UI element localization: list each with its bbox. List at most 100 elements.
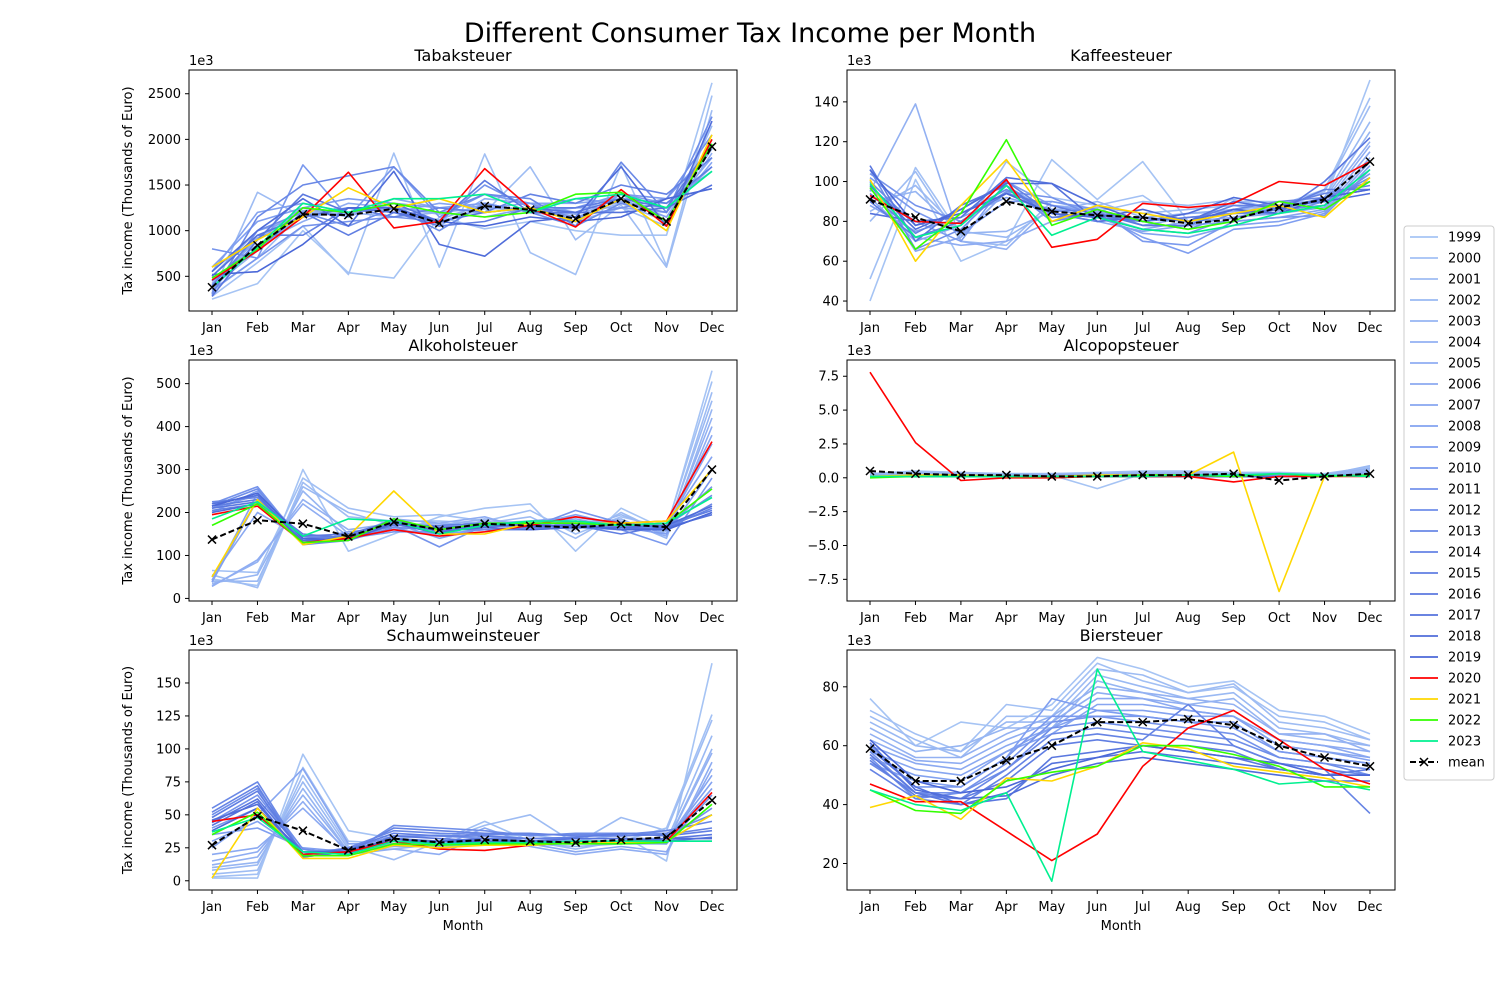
axes-frame bbox=[846, 359, 1396, 602]
legend-label: 2001 bbox=[1448, 273, 1481, 288]
mean-marker bbox=[298, 209, 308, 219]
legend-label: 2016 bbox=[1448, 588, 1481, 603]
y-tick-label: 150 bbox=[156, 676, 181, 691]
mean-marker bbox=[910, 469, 920, 479]
series-line-2010 bbox=[869, 169, 1371, 247]
series-line-1999 bbox=[869, 656, 1371, 747]
x-tick-label: Feb bbox=[904, 321, 927, 336]
series-line-2001 bbox=[869, 668, 1371, 759]
legend-box bbox=[1403, 225, 1495, 781]
y-tick-label: 100 bbox=[814, 175, 839, 190]
series-line-2006 bbox=[869, 697, 1371, 771]
mean-marker bbox=[1229, 214, 1239, 224]
legend-label: 2009 bbox=[1448, 441, 1481, 456]
series-lines bbox=[865, 79, 1375, 302]
mean-marker bbox=[1229, 469, 1239, 479]
panel-title: Alcopopsteuer bbox=[1063, 336, 1179, 355]
panel-schaumweinsteuer: Jan Feb Mar Apr May Jun Jul Aug Sep Oct Nov Dec 0 25 5… bbox=[121, 626, 738, 934]
x-tick-label: Jan bbox=[859, 611, 880, 626]
series-line-mean bbox=[211, 799, 713, 852]
y-tick-label: 1500 bbox=[148, 179, 181, 194]
panel-alkoholsteuer: Jan Feb Mar Apr May Jun Jul Aug Sep Oct Nov Dec 0 100… bbox=[121, 336, 738, 626]
y-axis-label: Tax income (Thousands of Euro) bbox=[121, 666, 136, 875]
x-tick-label: Aug bbox=[1175, 611, 1200, 626]
x-tick-label: Sep bbox=[563, 900, 588, 915]
y-tick-label: 80 bbox=[822, 215, 839, 230]
mean-marker bbox=[1183, 714, 1193, 724]
mean-marker bbox=[525, 521, 535, 531]
axis-multiplier: 1e3 bbox=[847, 54, 872, 69]
x-tick-label: May bbox=[380, 900, 407, 915]
x-tick-label: Nov bbox=[1312, 611, 1338, 626]
panel-title: Alkoholsteuer bbox=[408, 336, 518, 355]
legend-label: 1999 bbox=[1448, 231, 1481, 246]
axes-frame bbox=[188, 649, 738, 891]
mean-marker bbox=[252, 515, 262, 525]
panel-tabaksteuer: Jan Feb Mar Apr May Jun Jul Aug Sep Oct Nov Dec 500 1… bbox=[121, 46, 738, 336]
x-tick-label: Sep bbox=[1221, 900, 1246, 915]
mean-marker bbox=[865, 466, 875, 476]
mean-marker bbox=[252, 240, 262, 250]
series-line-2020 bbox=[869, 160, 1371, 249]
x-tick-label: Feb bbox=[904, 900, 927, 915]
y-tick-label: 40 bbox=[822, 798, 839, 813]
legend-item-2000: 2000 bbox=[1410, 252, 1481, 267]
x-tick-label: Oct bbox=[610, 321, 632, 336]
series-line-2004 bbox=[869, 685, 1371, 759]
mean-marker bbox=[1274, 741, 1284, 751]
mean-marker bbox=[480, 519, 490, 529]
mean-marker bbox=[434, 837, 444, 848]
mean-marker bbox=[865, 744, 875, 754]
mean-marker bbox=[1001, 755, 1011, 765]
mean-marker bbox=[1365, 157, 1375, 167]
y-tick-label: 400 bbox=[156, 420, 181, 435]
mean-marker bbox=[662, 522, 672, 532]
y-tick-label: 20 bbox=[822, 857, 839, 872]
series-line-2012 bbox=[869, 721, 1371, 800]
mean-marker bbox=[662, 217, 672, 227]
x-tick-label: Jun bbox=[1086, 321, 1107, 336]
y-tick-label: 100 bbox=[156, 549, 181, 564]
mean-marker bbox=[1001, 470, 1011, 480]
panel-title: Biersteuer bbox=[1080, 626, 1163, 645]
x-tick-label: Aug bbox=[1175, 321, 1200, 336]
legend-label: 2021 bbox=[1448, 693, 1481, 708]
mean-marker bbox=[207, 282, 217, 292]
series-line-2018 bbox=[211, 120, 713, 273]
y-tick-label: 500 bbox=[156, 270, 181, 285]
x-tick-label: Dec bbox=[699, 611, 724, 626]
x-tick-label: Nov bbox=[654, 321, 680, 336]
legend-label: 2002 bbox=[1448, 294, 1481, 309]
x-tick-label: Mar bbox=[949, 321, 974, 336]
y-tick-label: 0.0 bbox=[818, 471, 839, 486]
mean-marker bbox=[1365, 469, 1375, 479]
x-tick-label: May bbox=[1038, 321, 1065, 336]
panel-kaffeesteuer: Jan Feb Mar Apr May Jun Jul Aug Sep Oct Nov Dec 40 60… bbox=[814, 46, 1396, 336]
y-tick-label: 7.5 bbox=[818, 370, 839, 385]
x-tick-label: Nov bbox=[1312, 900, 1338, 915]
y-tick-label: 80 bbox=[822, 680, 839, 695]
series-line-mean bbox=[211, 468, 713, 541]
x-tick-label: May bbox=[380, 321, 407, 336]
mean-marker bbox=[1183, 470, 1193, 480]
series-line-1999 bbox=[211, 82, 713, 300]
series-lines bbox=[865, 656, 1375, 883]
x-axis-label: Month bbox=[1101, 919, 1142, 934]
mean-marker bbox=[571, 214, 581, 224]
series-line-2022 bbox=[869, 744, 1370, 815]
series-line-2019 bbox=[869, 739, 1370, 794]
y-tick-label: 75 bbox=[164, 775, 181, 790]
legend-label: 2020 bbox=[1448, 672, 1481, 687]
y-tick-label: 0 bbox=[173, 874, 181, 889]
legend-item-2019: 2019 bbox=[1410, 651, 1481, 666]
x-tick-label: Apr bbox=[995, 900, 1018, 915]
x-tick-label: Nov bbox=[654, 900, 680, 915]
x-tick-label: Jun bbox=[1086, 611, 1107, 626]
legend: 1999 2000 2001 2002 2003 2004 2005 2006 2007 2008… bbox=[1403, 225, 1495, 781]
panel-title: Kaffeesteuer bbox=[1070, 46, 1172, 65]
mean-marker bbox=[956, 226, 966, 236]
y-tick-label: 140 bbox=[814, 95, 839, 110]
mean-marker bbox=[343, 845, 353, 855]
mean-marker bbox=[616, 194, 626, 204]
x-tick-label: Jul bbox=[476, 900, 493, 915]
